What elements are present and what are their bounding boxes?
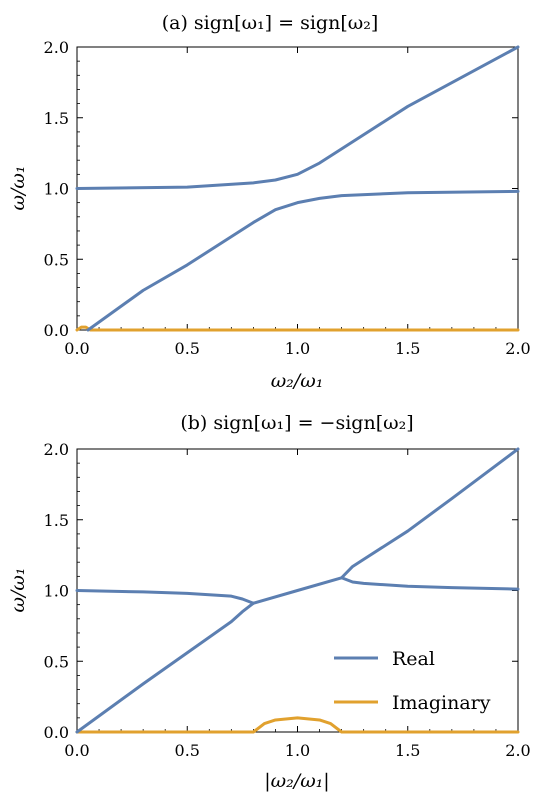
panel-a-xlabel: ω₂/ω₁: [271, 370, 324, 392]
legend-real-label: Real: [392, 648, 435, 670]
panel-b-legend: Real Imaginary: [334, 648, 491, 714]
panel-a-xtick-label: 0.0: [64, 339, 89, 358]
panel-b-ticks: 0.0 0.5 1.0 1.5 2.0 0.0 0.5 1.0 1.5 2.0: [44, 440, 531, 760]
panel-b-ytick-label: 2.0: [44, 440, 69, 459]
legend-imaginary-label: Imaginary: [392, 692, 491, 714]
panel-a-title: (a) sign[ω₁] = sign[ω₂]: [162, 12, 379, 34]
panel-a-xtick-label: 1.5: [395, 339, 420, 358]
panel-b-real-curve: [75, 601, 255, 734]
panel-a-ytick-label: 0.5: [44, 250, 69, 269]
panel-b-xtick-label: 1.0: [285, 741, 310, 760]
panel-b-ytick-label: 0.5: [44, 652, 69, 671]
panel-b-real-curve: [340, 447, 520, 580]
panel-b-xlabel: |ω₂/ω₁|: [264, 770, 329, 792]
panel-a-ytick-label: 1.5: [44, 109, 69, 128]
panel-a: (a) sign[ω₁] = sign[ω₂] 0.0 0.5 1.0 1.5 2.00…: [7, 12, 531, 392]
panel-b-real-curve: [340, 576, 520, 591]
panel-b-real-curve: [251, 576, 344, 605]
panel-a-real-curve: [86, 189, 520, 332]
panel-b: (b) sign[ω₁] = −sign[ω₂] 0.0 0.5 1.0 1.5 2.0…: [7, 412, 531, 792]
panel-b-ytick-label: 1.5: [44, 511, 69, 530]
panel-b-xtick-label: 2.0: [505, 741, 530, 760]
panel-a-ytick-label: 1.0: [44, 180, 69, 199]
panel-b-ylabel: ω/ω₁: [7, 567, 29, 612]
panel-b-series: [75, 447, 520, 734]
panel-a-ylabel: ω/ω₁: [7, 165, 29, 210]
panel-b-xtick-label: 0.0: [64, 741, 89, 760]
panel-b-xtick-label: 1.5: [395, 741, 420, 760]
panel-a-xtick-label: 0.5: [175, 339, 200, 358]
panel-b-xtick-label: 0.5: [175, 741, 200, 760]
panel-a-xtick-label: 2.0: [505, 339, 530, 358]
panel-a-ticks: 0.0 0.5 1.0 1.5 2.0 0.0 0.5 1.0 1.5 2.0: [44, 38, 531, 358]
panel-b-imaginary-curve: [75, 716, 520, 734]
panel-a-imaginary-curve: [75, 325, 520, 332]
panel-b-ytick-label: 0.0: [44, 723, 69, 742]
panel-a-series: [75, 45, 520, 332]
panel-a-real-curve: [75, 45, 520, 190]
panel-a-ytick-label: 2.0: [44, 38, 69, 57]
panel-a-ytick-label: 0.0: [44, 321, 69, 340]
panel-a-xtick-label: 1.0: [285, 339, 310, 358]
panel-b-real-curve: [75, 589, 255, 605]
panel-b-title: (b) sign[ω₁] = −sign[ω₂]: [180, 412, 413, 434]
panel-b-ytick-label: 1.0: [44, 582, 69, 601]
